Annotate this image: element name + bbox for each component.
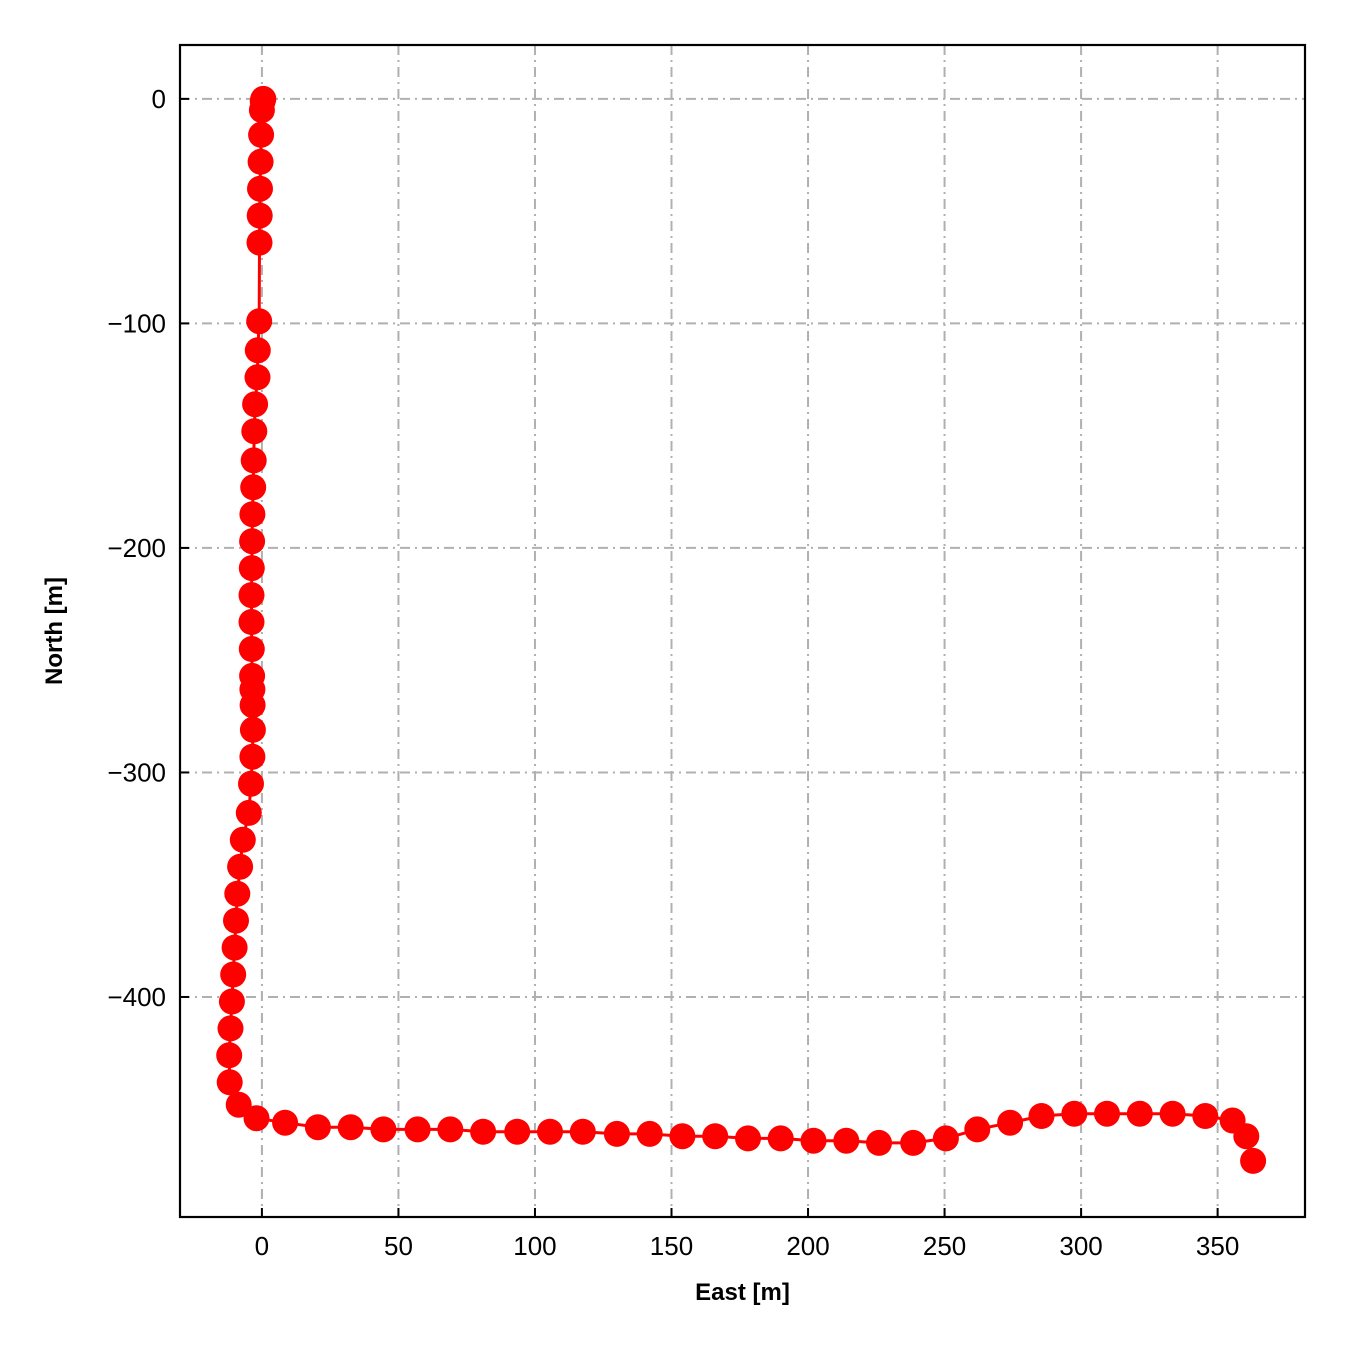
- trajectory-point: [225, 1091, 252, 1118]
- trajectory-point: [437, 1116, 464, 1143]
- trajectory-point: [242, 391, 269, 418]
- trajectory-point: [370, 1116, 397, 1143]
- trajectory-point: [470, 1118, 497, 1145]
- trajectory-point: [569, 1118, 596, 1145]
- trajectory-point: [1192, 1103, 1219, 1129]
- trajectory-point: [223, 907, 249, 934]
- trajectory-point: [537, 1118, 563, 1145]
- trajectory-point: [217, 1015, 244, 1042]
- trajectory-point: [239, 716, 266, 743]
- trajectory-point: [248, 121, 275, 148]
- trajectory-point: [240, 447, 267, 474]
- trajectory-point: [216, 1069, 243, 1096]
- trajectory-point: [272, 1109, 299, 1136]
- x-axis-label: East [m]: [695, 1279, 790, 1306]
- trajectory-point: [239, 528, 266, 555]
- x-tick-label: 200: [786, 1231, 829, 1261]
- grid-lines: [180, 45, 1305, 1217]
- trajectory-point: [224, 880, 251, 907]
- trajectory-point: [239, 501, 266, 528]
- trajectory-point: [900, 1129, 927, 1156]
- trajectory-point: [221, 934, 248, 961]
- y-tick-label: −100: [107, 308, 166, 338]
- trajectory-point: [216, 1042, 243, 1069]
- trajectory-point: [238, 555, 265, 582]
- trajectory-point: [238, 636, 265, 662]
- x-tick-label: 50: [384, 1231, 413, 1261]
- x-tick-label: 300: [1059, 1231, 1102, 1261]
- trajectory-point: [238, 582, 265, 609]
- y-axis-label: North [m]: [41, 577, 68, 685]
- trajectory-point: [218, 988, 245, 1015]
- trajectory-point: [1028, 1103, 1055, 1129]
- trajectory-point: [866, 1129, 892, 1156]
- trajectory-point: [247, 175, 273, 202]
- trajectory-point: [800, 1127, 827, 1154]
- trajectory-point: [246, 229, 273, 256]
- trajectory-point: [304, 1114, 331, 1141]
- trajectory-point: [1233, 1123, 1260, 1150]
- trajectory-point: [238, 770, 264, 797]
- x-tick-label: 150: [650, 1231, 693, 1261]
- plot-frame: [178, 43, 1307, 1219]
- trajectory-point: [702, 1123, 729, 1150]
- trajectory-point: [1094, 1100, 1120, 1127]
- x-tick-label: 350: [1196, 1231, 1239, 1261]
- trajectory-point: [669, 1123, 696, 1150]
- trajectory-point: [833, 1127, 860, 1154]
- trajectory-point: [932, 1125, 959, 1152]
- trajectory-point: [238, 609, 265, 635]
- trajectory-point: [767, 1125, 794, 1152]
- trajectory-point: [1126, 1100, 1153, 1127]
- trajectory-line: [227, 98, 1255, 1162]
- axis-ticks: 0 50 100 150 200 250 300 350 0 −100 −200 −300 −400: [107, 84, 1239, 1261]
- trajectory-point: [239, 743, 266, 770]
- trajectory-point: [735, 1125, 761, 1152]
- trajectory-point: [603, 1120, 630, 1147]
- trajectory-point: [244, 364, 271, 391]
- trajectory-point: [1159, 1100, 1186, 1127]
- y-tick-label: −200: [107, 533, 166, 563]
- trajectory-point: [997, 1109, 1024, 1136]
- trajectory-point: [244, 337, 271, 364]
- trajectory-point: [243, 1105, 270, 1132]
- y-tick-label: −300: [107, 757, 166, 787]
- trajectory-point: [240, 474, 267, 501]
- x-tick-label: 0: [255, 1231, 269, 1261]
- trajectory-point: [241, 418, 268, 445]
- trajectory-point: [229, 826, 256, 853]
- trajectory-point: [504, 1118, 531, 1145]
- trajectory-point: [636, 1120, 663, 1147]
- trajectory-series: [216, 85, 1267, 1174]
- x-tick-label: 100: [513, 1231, 556, 1261]
- y-tick-label: 0: [152, 84, 166, 114]
- trajectory-point: [1240, 1147, 1267, 1174]
- trajectory-point: [220, 961, 247, 988]
- trajectory-point: [1061, 1100, 1088, 1127]
- trajectory-point: [246, 308, 273, 335]
- x-tick-label: 250: [923, 1231, 966, 1261]
- trajectory-point: [235, 799, 262, 826]
- y-tick-label: −400: [107, 982, 166, 1012]
- trajectory-point: [248, 97, 275, 124]
- trajectory-point: [337, 1114, 364, 1141]
- trajectory-point: [404, 1116, 431, 1143]
- trajectory-point: [227, 853, 254, 880]
- trajectory-point: [239, 692, 266, 719]
- trajectory-point: [246, 202, 273, 229]
- trajectory-point: [964, 1116, 991, 1143]
- trajectory-point: [247, 148, 274, 175]
